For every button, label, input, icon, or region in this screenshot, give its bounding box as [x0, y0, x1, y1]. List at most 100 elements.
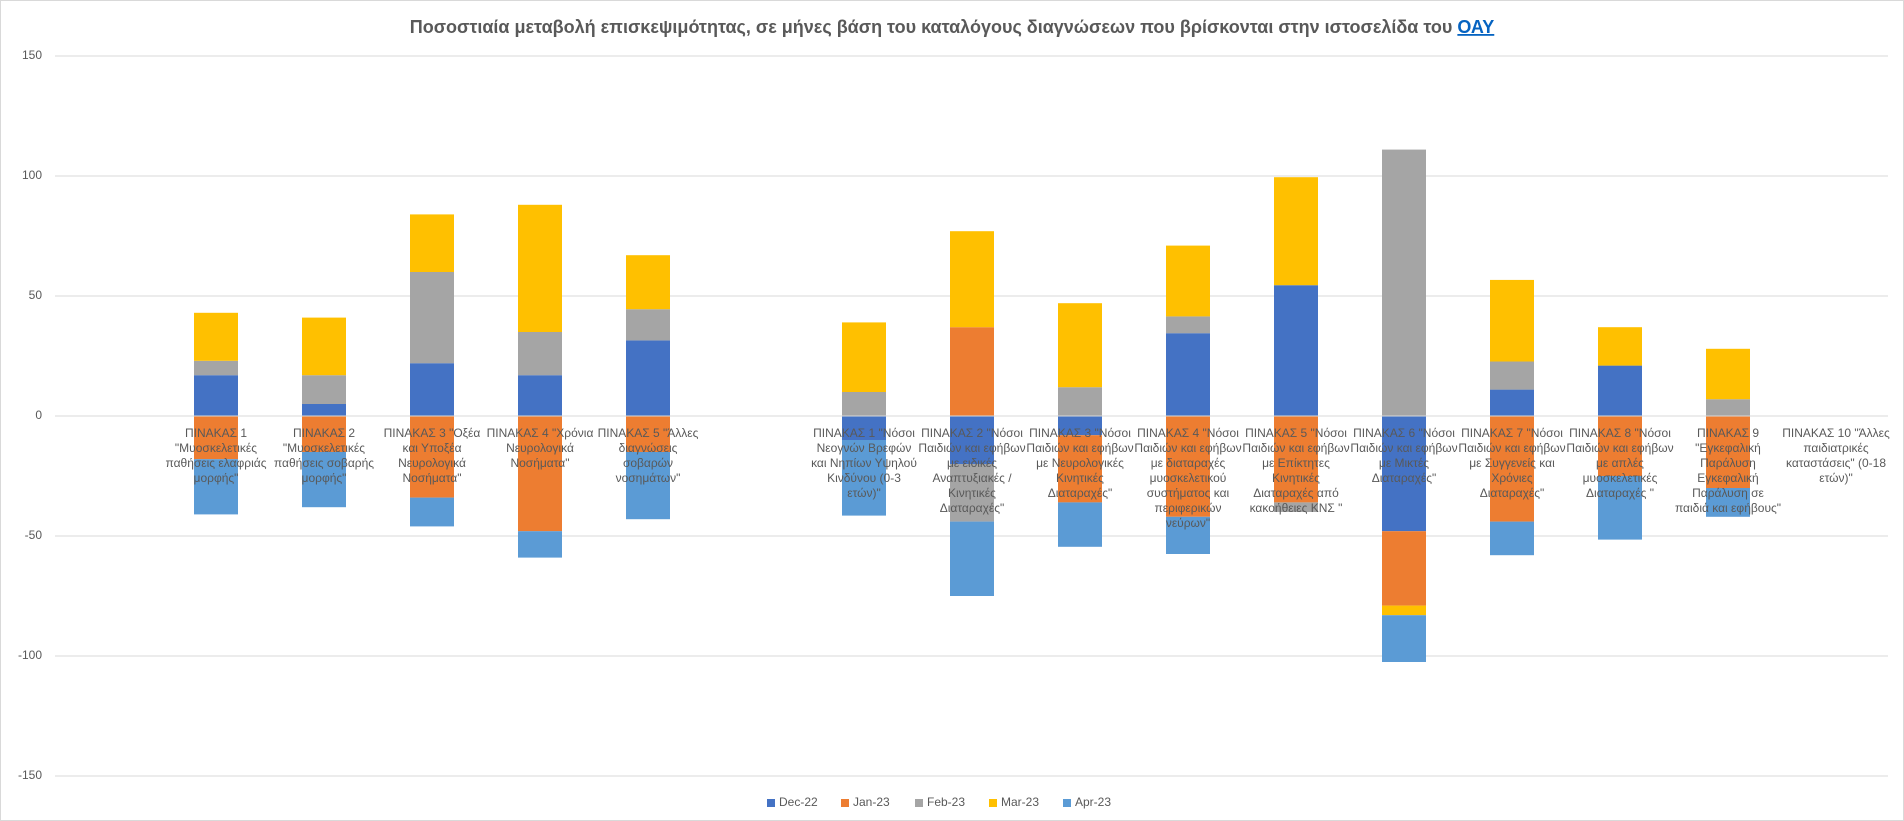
- bar-segment: [1274, 502, 1318, 512]
- bar-segment: [626, 452, 670, 520]
- bar-segment: [842, 392, 886, 416]
- bar-segment: [1706, 416, 1750, 488]
- x-tick-label-box: ΠΙΝΑΚΑΣ 5 "Νόσοι Παιδιών και εφήβων με Ε…: [1242, 426, 1350, 515]
- bar-segment: [842, 440, 886, 516]
- x-tick-label-box: ΠΙΝΑΚΑΣ 3 "Νόσοι Παιδιών και εφήβων με Ν…: [1026, 426, 1134, 500]
- x-tick-label: ΠΙΝΑΚΑΣ 9 "Εγκεφαλική Παράλυση Εγκεφαλικ…: [1674, 426, 1782, 515]
- x-tick-label-box: ΠΙΝΑΚΑΣ 4 "Νόσοι Παιδιών και εφήβων με δ…: [1134, 426, 1242, 530]
- y-tick-label: 150: [22, 48, 42, 62]
- y-tick-label: -50: [25, 528, 43, 542]
- x-tick-label-box: ΠΙΝΑΚΑΣ 9 "Εγκεφαλική Παράλυση Εγκεφαλικ…: [1674, 426, 1782, 515]
- bar-segment: [194, 416, 238, 460]
- bar-segment: [626, 255, 670, 310]
- bar-segment: [194, 375, 238, 416]
- x-tick-label-box: ΠΙΝΑΚΑΣ 1 "Νόσοι Νεογνών Βρεφών και Νηπί…: [811, 426, 917, 500]
- title-link[interactable]: ΟΑΥ: [1457, 17, 1494, 37]
- bar-segment: [1382, 416, 1426, 532]
- bar-segment: [1382, 615, 1426, 662]
- x-tick-label: ΠΙΝΑΚΑΣ 10 "Άλλες παιδιατρικές καταστάσε…: [1782, 426, 1890, 485]
- x-tick-label: ΠΙΝΑΚΑΣ 5 "Νόσοι Παιδιών και εφήβων με Ε…: [1242, 426, 1350, 515]
- x-tick-label-box: ΠΙΝΑΚΑΣ 5 "Άλλες διαγνώσεις σοβαρών νοση…: [597, 426, 699, 485]
- bar-segment: [518, 416, 562, 532]
- x-tick-label: ΠΙΝΑΚΑΣ 2 "Νόσοι Παιδιών και εφήβων με ε…: [918, 426, 1026, 515]
- legend-label: Dec-22: [779, 795, 818, 809]
- bar-segment: [842, 322, 886, 392]
- title-text: Ποσοστιαία μεταβολή επισκεψιμότητας, σε …: [410, 17, 1458, 37]
- x-tick-label: ΠΙΝΑΚΑΣ 5 "Άλλες διαγνώσεις σοβαρών νοση…: [597, 426, 699, 485]
- x-tick-label-box: ΠΙΝΑΚΑΣ 4 "Χρόνια Νευρολογικά Νοσήματα": [486, 426, 594, 470]
- bar-segment: [302, 416, 346, 452]
- x-tick-label-box: ΠΙΝΑΚΑΣ 2 "Μυοσκελετικές παθήσεις σοβαρή…: [273, 426, 375, 485]
- bar-segment: [194, 459, 238, 515]
- bar-segment: [950, 464, 994, 522]
- bar-segment: [518, 332, 562, 376]
- x-tick-label-box: ΠΙΝΑΚΑΣ 3 "Οξέα και Υποξέα Νευρολογικά Ν…: [383, 426, 481, 485]
- bar-segment: [410, 214, 454, 272]
- bar-segment: [1166, 316, 1210, 334]
- bar-segment: [1382, 531, 1426, 606]
- x-tick-label: ΠΙΝΑΚΑΣ 7 "Νόσοι Παιδιών και εφήβων με Σ…: [1458, 426, 1566, 500]
- bar-segment: [302, 375, 346, 404]
- x-tick-label-box: ΠΙΝΑΚΑΣ 7 "Νόσοι Παιδιών και εφήβων με Σ…: [1458, 426, 1566, 500]
- x-tick-label: ΠΙΝΑΚΑΣ 6 "Νόσοι Παιδιών και εφήβων με Μ…: [1350, 426, 1458, 485]
- bar-segment: [1382, 605, 1426, 616]
- bar-segment: [1166, 245, 1210, 317]
- x-tick-label-box: ΠΙΝΑΚΑΣ 10 "Άλλες παιδιατρικές καταστάσε…: [1782, 426, 1890, 485]
- bar-segment: [1706, 348, 1750, 400]
- bar-segment: [950, 416, 994, 464]
- y-tick-label: 50: [29, 288, 43, 302]
- chart-title: Ποσοστιαία μεταβολή επισκεψιμότητας, σε …: [410, 17, 1495, 37]
- bar-segment: [1490, 361, 1534, 390]
- x-tick-label-box: ΠΙΝΑΚΑΣ 8 "Νόσοι Παιδιών και εφήβων με α…: [1566, 426, 1674, 500]
- x-tick-label-box: ΠΙΝΑΚΑΣ 2 "Νόσοι Παιδιών και εφήβων με ε…: [918, 426, 1026, 515]
- bar-segment: [302, 404, 346, 416]
- bar-segment: [1166, 333, 1210, 416]
- bar-segment: [950, 521, 994, 596]
- bar-segment: [302, 452, 346, 508]
- bar-segment: [1274, 285, 1318, 416]
- bar-segment: [1598, 476, 1642, 540]
- y-tick-label: -150: [18, 768, 42, 782]
- bar-segment: [410, 416, 454, 498]
- x-tick-label: ΠΙΝΑΚΑΣ 1 "Νόσοι Νεογνών Βρεφών και Νηπί…: [811, 426, 917, 500]
- x-tick-label-box: ΠΙΝΑΚΑΣ 6 "Νόσοι Παιδιών και εφήβων με Μ…: [1350, 426, 1458, 485]
- bar-segment: [518, 204, 562, 332]
- bar-segment: [626, 340, 670, 416]
- x-tick-label: ΠΙΝΑΚΑΣ 8 "Νόσοι Παιδιών και εφήβων με α…: [1566, 426, 1674, 500]
- bar-segment: [950, 231, 994, 328]
- bar-segment: [1706, 488, 1750, 517]
- x-tick-label: ΠΙΝΑΚΑΣ 3 "Νόσοι Παιδιών και εφήβων με Ν…: [1026, 426, 1134, 500]
- bar-segment: [626, 416, 670, 452]
- bar-segment: [1598, 365, 1642, 416]
- x-tick-label: ΠΙΝΑΚΑΣ 2 "Μυοσκελετικές παθήσεις σοβαρή…: [273, 426, 375, 485]
- y-tick-label: 0: [35, 408, 42, 422]
- bar-segment: [1274, 416, 1318, 503]
- bar-segment: [950, 327, 994, 416]
- y-tick-label: 100: [22, 168, 42, 182]
- legend-swatch: [989, 799, 997, 807]
- bar-segment: [1274, 177, 1318, 286]
- legend-label: Apr-23: [1075, 795, 1111, 809]
- bar-segment: [1490, 416, 1534, 522]
- bar-segment: [410, 272, 454, 364]
- bar-segment: [1166, 416, 1210, 517]
- bar-segment: [1058, 387, 1102, 416]
- legend-swatch: [915, 799, 923, 807]
- bar-segment: [1490, 279, 1534, 362]
- bar-segment: [842, 416, 886, 440]
- x-tick-label: ΠΙΝΑΚΑΣ 4 "Νόσοι Παιδιών και εφήβων με δ…: [1134, 426, 1242, 530]
- bar-segment: [626, 309, 670, 341]
- x-tick-label: ΠΙΝΑΚΑΣ 3 "Οξέα και Υποξέα Νευρολογικά Ν…: [383, 426, 481, 485]
- bar-segment: [410, 363, 454, 416]
- legend-swatch: [841, 799, 849, 807]
- bar-segment: [1598, 416, 1642, 476]
- x-tick-label-box: ΠΙΝΑΚΑΣ 1 "Μυοσκελετικές παθήσεις ελαφρι…: [165, 426, 267, 485]
- bar-segment: [1490, 521, 1534, 556]
- x-tick-label: ΠΙΝΑΚΑΣ 4 "Χρόνια Νευρολογικά Νοσήματα": [486, 426, 594, 470]
- bar-segment: [1706, 399, 1750, 416]
- bar-segment: [1058, 303, 1102, 388]
- legend-label: Jan-23: [853, 795, 890, 809]
- y-tick-label: -100: [18, 648, 42, 662]
- x-tick-label: ΠΙΝΑΚΑΣ 1 "Μυοσκελετικές παθήσεις ελαφρι…: [165, 426, 267, 485]
